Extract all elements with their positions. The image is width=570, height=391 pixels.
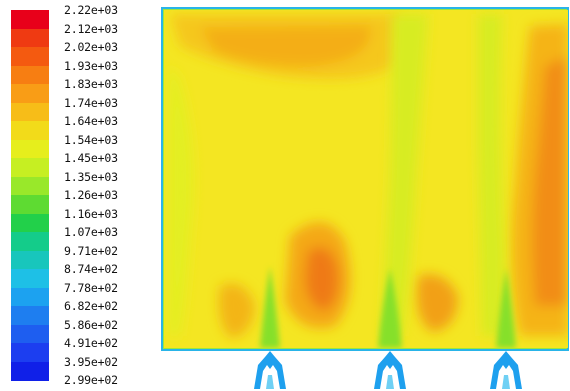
colorbar — [11, 10, 49, 381]
colorbar-swatch — [11, 102, 49, 122]
colorbar-swatch — [11, 84, 49, 104]
inlet-jets — [260, 266, 516, 348]
colorbar-tick-label: 1.83e+03 — [64, 77, 118, 91]
nozzle-1 — [254, 351, 286, 389]
colorbar-tick-label: 5.86e+02 — [64, 317, 118, 332]
colorbar-tick-label: 1.35e+03 — [64, 169, 118, 184]
colorbar-swatch — [11, 195, 49, 215]
colorbar-tick-label: 2.99e+02 — [64, 373, 118, 387]
warm-region-lower-right — [416, 274, 458, 332]
colorbar-swatch — [11, 158, 49, 178]
colorbar-tick-label: 3.95e+02 — [64, 354, 118, 369]
colorbar-tick-label: 1.26e+03 — [64, 188, 118, 202]
nozzle-3 — [490, 351, 522, 389]
colorbar-swatch — [11, 10, 49, 30]
colorbar-swatch — [11, 361, 49, 381]
colorbar-tick-label: 1.74e+03 — [64, 95, 118, 110]
plume-center-right — [478, 14, 505, 336]
colorbar-swatch — [11, 213, 49, 233]
warm-region-top-left-core — [200, 26, 371, 66]
colorbar-swatch — [11, 343, 49, 363]
cool-plumes — [168, 14, 505, 336]
inlet-nozzles — [254, 351, 522, 389]
jet-2 — [378, 268, 402, 348]
colorbar-tick-label: 2.22e+03 — [64, 3, 118, 17]
colorbar-tick-label: 1.93e+03 — [64, 58, 118, 73]
colorbar-swatch — [11, 121, 49, 141]
colorbar-tick-label: 4.91e+02 — [64, 336, 118, 350]
warm-region-lower-left — [218, 283, 255, 338]
colorbar-tick-label: 1.64e+03 — [64, 114, 118, 128]
contour-plot — [161, 7, 569, 389]
colorbar-swatch — [11, 324, 49, 344]
colorbar-swatch — [11, 65, 49, 85]
colorbar-tick-label: 1.54e+03 — [64, 132, 118, 147]
warm-region-lower-middle-core — [305, 247, 339, 311]
colorbar-tick-label: 1.16e+03 — [64, 206, 118, 221]
colorbar-tick-label: 9.71e+02 — [64, 243, 118, 258]
colorbar-tick-label: 2.02e+03 — [64, 40, 118, 54]
jet-3 — [496, 268, 516, 348]
colorbar-swatch — [11, 28, 49, 48]
colorbar-swatch — [11, 269, 49, 289]
warm-regions — [170, 14, 568, 338]
colorbar-tick-label: 8.74e+02 — [64, 262, 118, 276]
colorbar-swatch — [11, 176, 49, 196]
colorbar-tick-label: 6.82e+02 — [64, 299, 118, 313]
temperature-field — [164, 10, 568, 348]
colorbar-tick-label: 1.45e+03 — [64, 151, 118, 165]
plume-center — [382, 14, 428, 336]
colorbar-labels: 2.22e+03 2.12e+03 2.02e+03 1.93e+03 1.83e+03… — [64, 0, 164, 391]
colorbar-tick-label: 2.12e+03 — [64, 21, 118, 36]
colorbar-swatch — [11, 47, 49, 67]
colorbar-swatch — [11, 232, 49, 252]
colorbar-tick-label: 1.07e+03 — [64, 225, 118, 239]
colorbar-swatch — [11, 139, 49, 159]
plume-left — [168, 66, 194, 336]
colorbar-swatch — [11, 287, 49, 307]
warm-region-right-core — [532, 56, 568, 306]
colorbar-swatch — [11, 250, 49, 270]
jet-1 — [260, 266, 280, 348]
colorbar-tick-label: 7.78e+02 — [64, 280, 118, 295]
nozzle-2 — [374, 351, 406, 389]
colorbar-swatch — [11, 306, 49, 326]
